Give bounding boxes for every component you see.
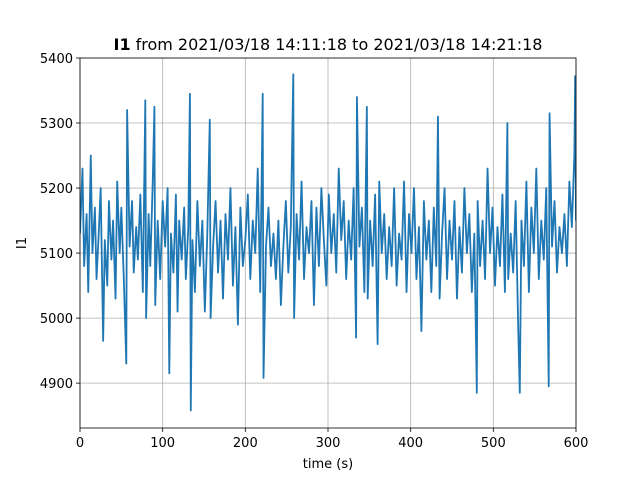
y-tick-label: 5200 <box>40 182 73 197</box>
x-tick-label: 200 <box>233 436 258 451</box>
title-rest: from 2021/03/18 14:11:18 to 2021/03/18 1… <box>136 35 543 54</box>
x-axis-label: time (s) <box>303 457 353 472</box>
x-tick-label: 400 <box>398 436 423 451</box>
y-tick-label: 5000 <box>40 312 73 327</box>
x-tick-label: 600 <box>564 436 589 451</box>
plot-frame <box>79 57 577 429</box>
x-tick-label: 100 <box>150 436 175 451</box>
y-tick-label: 5100 <box>40 247 73 262</box>
x-tick-label: 500 <box>481 436 506 451</box>
x-tick-label: 0 <box>76 436 84 451</box>
y-tick-label: 4900 <box>40 377 73 392</box>
y-tick-label: 5300 <box>40 117 73 132</box>
y-tick-label: 5400 <box>40 52 73 67</box>
x-tick-label: 300 <box>316 436 341 451</box>
title-bold: I1 <box>114 35 131 54</box>
data-line <box>80 73 576 412</box>
y-axis-label: I1 <box>15 237 30 249</box>
chart-title: I1 from 2021/03/18 14:11:18 to 2021/03/18… <box>114 35 543 54</box>
